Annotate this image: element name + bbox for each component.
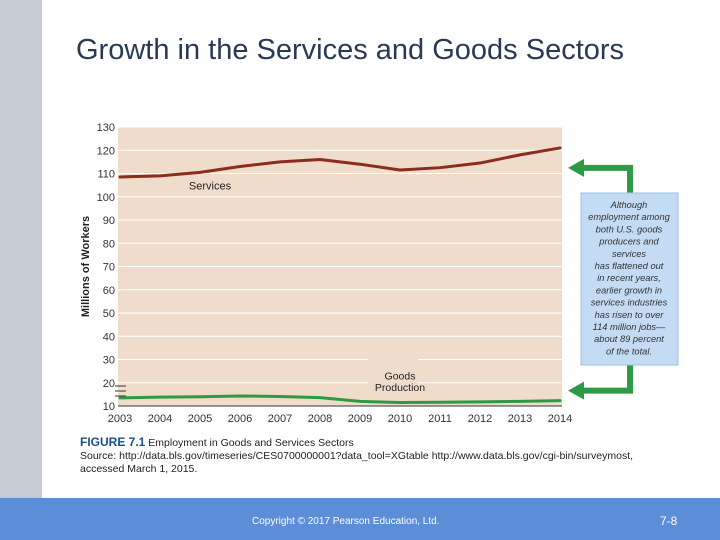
figure-title: Employment in Goods and Services Sectors <box>148 437 354 449</box>
y-tick-label: 100 <box>97 192 115 204</box>
series-label-services: Services <box>189 180 232 192</box>
annotation-line: in recent years, <box>597 273 661 283</box>
goods-label-bg <box>368 358 418 391</box>
figure-source-line-1: Source: http://data.bls.gov/timeseries/C… <box>80 450 634 462</box>
y-tick-label: 10 <box>103 401 115 413</box>
annotation-line: employment among <box>588 212 670 222</box>
goods-series-line <box>118 394 562 405</box>
annotation-box <box>580 192 679 366</box>
y-tick-label: 60 <box>103 285 115 297</box>
y-tick-label: 70 <box>103 262 115 274</box>
annotation-line: has flattened out <box>595 261 664 271</box>
y-tick-label: 40 <box>103 331 115 343</box>
annotation-line: about 89 percent <box>594 334 664 344</box>
figure-number: FIGURE 7.1 <box>80 435 146 449</box>
y-tick-label: 130 <box>97 122 115 134</box>
line-chart: 10 20 30 40 50 60 70 80 90 100 110 120 130 2003 2004 20… <box>80 122 679 425</box>
x-tick-label: 2012 <box>468 413 492 425</box>
services-series-line <box>118 146 562 179</box>
x-tick-label: 2008 <box>308 413 332 425</box>
left-accent-bar <box>0 0 42 498</box>
arrow-to-goods <box>582 355 633 394</box>
x-tick-label: 2003 <box>108 413 132 425</box>
figure-source-line-2: accessed March 1, 2015. <box>80 463 198 475</box>
series-label-goods: Goods <box>385 370 416 382</box>
y-axis-label: Millions of Workers <box>80 216 92 317</box>
annotation-line: 114 million jobs— <box>593 322 666 332</box>
annotation-line: has risen to over <box>595 310 665 320</box>
figure-caption: FIGURE 7.1 Employment in Goods and Servi… <box>80 436 700 476</box>
y-tick-label: 50 <box>103 308 115 320</box>
y-tick-label: 20 <box>103 378 115 390</box>
annotation-line: Although <box>610 200 648 210</box>
y-tick-label: 80 <box>103 238 115 250</box>
y-tick-label: 30 <box>103 355 115 367</box>
x-tick-label: 2004 <box>148 413 172 425</box>
annotation-line: of the total. <box>606 346 652 356</box>
arrowhead-goods <box>568 381 584 400</box>
x-tick-label: 2005 <box>188 413 212 425</box>
annotation-line: both U.S. goods <box>596 224 663 234</box>
x-tick-label: 2009 <box>348 413 372 425</box>
y-tick-label: 120 <box>97 145 115 157</box>
y-tick-label: 90 <box>103 215 115 227</box>
x-tick-label: 2011 <box>428 413 452 425</box>
arrow-to-services <box>582 164 633 200</box>
x-tick-label: 2013 <box>508 413 532 425</box>
annotation-line: services <box>612 249 646 259</box>
annotation-line: services industries <box>591 298 668 308</box>
x-tick-label: 2007 <box>268 413 292 425</box>
footer-bar <box>0 498 720 540</box>
series-label-production: Production <box>375 382 425 394</box>
x-tick-label: 2006 <box>228 413 252 425</box>
x-tick-label: 2014 <box>548 413 572 425</box>
annotation-line: producers and <box>598 237 659 247</box>
footer-copyright: Copyright © 2017 Pearson Education, Ltd. <box>252 516 440 527</box>
y-tick-label: 110 <box>97 169 115 181</box>
annotation-line: earlier growth in <box>596 285 662 295</box>
slide-title: Growth in the Services and Goods Sectors <box>76 34 625 66</box>
page-number: 7-8 <box>660 514 678 528</box>
arrowhead-services <box>568 158 584 177</box>
x-tick-label: 2010 <box>388 413 412 425</box>
